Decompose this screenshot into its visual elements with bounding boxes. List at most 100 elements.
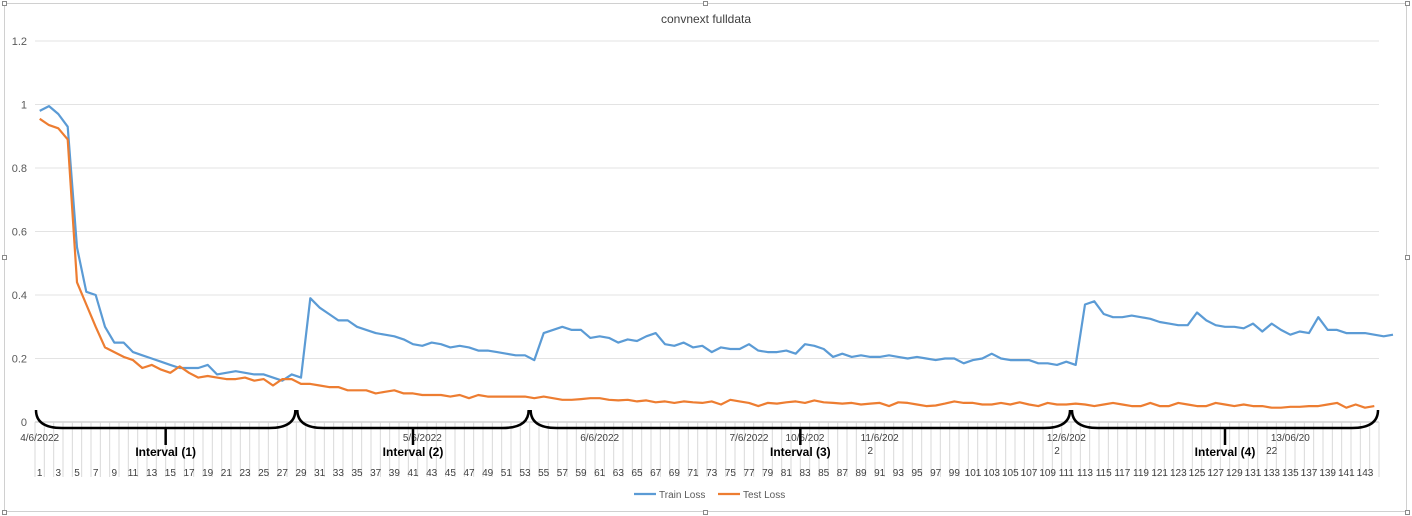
x-tick-label: 61 (594, 468, 606, 479)
x-tick-label: 111 (1059, 468, 1075, 479)
date-annotation: 2 (1054, 446, 1060, 457)
x-tick-label: 125 (1189, 468, 1206, 479)
x-tick-label: 51 (501, 468, 513, 479)
x-tick-label: 99 (949, 468, 961, 479)
x-tick-label: 89 (855, 468, 867, 479)
resize-handle-left[interactable] (2, 255, 7, 260)
x-tick-label: 109 (1039, 468, 1056, 479)
x-tick-label: 81 (781, 468, 793, 479)
x-tick-label: 135 (1282, 468, 1299, 479)
x-tick-label: 47 (463, 468, 475, 479)
date-annotation: 4/6/2022 (20, 433, 59, 444)
x-tick-label: 105 (1002, 468, 1019, 479)
date-annotation: 6/6/2022 (580, 433, 619, 444)
x-tick-label: 11 (128, 468, 139, 479)
x-tick-label: 17 (183, 468, 195, 479)
x-tick-label: 141 (1338, 468, 1355, 479)
x-tick-label: 53 (519, 468, 531, 479)
resize-handle-bottom-left[interactable] (2, 510, 7, 515)
x-tick-label: 73 (706, 468, 718, 479)
interval-brace (296, 409, 530, 430)
x-tick-label: 1 (37, 468, 43, 479)
interval-label: Interval (4) (1195, 445, 1256, 459)
x-tick-label: 65 (631, 468, 643, 479)
date-annotation: 11/6/202 (861, 433, 900, 444)
x-tick-label: 55 (538, 468, 550, 479)
date-annotation: 7/6/2022 (730, 433, 769, 444)
date-annotation: 13/06/20 (1271, 433, 1310, 444)
x-tick-label: 83 (799, 468, 811, 479)
x-tick-label: 37 (370, 468, 382, 479)
legend: Train Loss Test Loss (634, 490, 785, 501)
x-tick-label: 57 (557, 468, 569, 479)
x-tick-label: 127 (1207, 468, 1224, 479)
resize-handle-right[interactable] (1405, 255, 1410, 260)
resize-handle-top-left[interactable] (2, 1, 7, 6)
resize-handle-bottom-right[interactable] (1405, 510, 1410, 515)
chart-title: convnext fulldata (661, 12, 751, 26)
x-tick-label: 117 (1114, 468, 1130, 479)
x-tick-label: 71 (687, 468, 699, 479)
x-tick-label: 95 (911, 468, 923, 479)
x-tick-label: 3 (56, 468, 62, 479)
x-tick-label: 21 (221, 468, 233, 479)
date-annotation: 12/6/202 (1047, 433, 1086, 444)
y-tick-label: 0.4 (12, 290, 27, 302)
y-tick-label: 0.8 (12, 163, 27, 175)
x-tick-label: 77 (743, 468, 755, 479)
x-tick-label: 97 (930, 468, 942, 479)
x-tick-label: 119 (1133, 468, 1149, 479)
x-tick-label: 101 (965, 468, 982, 479)
x-tick-label: 27 (277, 468, 289, 479)
x-tick-label: 35 (351, 468, 363, 479)
x-tick-label: 41 (407, 468, 419, 479)
resize-handle-top-right[interactable] (1405, 1, 1410, 6)
x-tick-label: 31 (314, 468, 326, 479)
x-tick-label: 137 (1301, 468, 1318, 479)
x-tick-label: 9 (112, 468, 118, 479)
x-tick-label: 91 (874, 468, 886, 479)
series-line (39, 104, 1394, 382)
x-tick-label: 103 (983, 468, 1000, 479)
x-tick-label: 123 (1170, 468, 1187, 479)
x-tick-label: 29 (295, 468, 307, 479)
interval-label: Interval (1) (135, 445, 196, 459)
x-axis: 1 3 5 7 9 11 13 15 17 19 21 23 25 27 29 31 33 35 37 39 41 43 4… (34, 422, 1380, 479)
x-tick-label: 13 (146, 468, 158, 479)
y-axis: 0 0.2 0.4 0.6 0.8 1 1.2 (12, 36, 27, 429)
x-tick-label: 129 (1226, 468, 1243, 479)
x-tick-label: 133 (1263, 468, 1280, 479)
x-tick-label: 107 (1021, 468, 1038, 479)
x-tick-label: 49 (482, 468, 494, 479)
x-tick-label: 85 (818, 468, 830, 479)
x-tick-label: 67 (650, 468, 662, 479)
y-tick-label: 0 (21, 417, 27, 429)
resize-handle-top[interactable] (703, 1, 708, 6)
legend-entry: Test Loss (743, 490, 785, 501)
resize-handle-bottom[interactable] (703, 510, 708, 515)
y-tick-label: 0.2 (12, 354, 27, 366)
x-tick-label: 87 (837, 468, 849, 479)
x-tick-label: 33 (333, 468, 345, 479)
plot-area (39, 104, 1394, 409)
annotations: 4/6/2022 5/6/2022 6/6/2022 7/6/2022 10/6/202… (20, 409, 1380, 459)
x-tick-label: 143 (1357, 468, 1374, 479)
date-annotation: 10/6/202 (786, 433, 825, 444)
x-tick-label: 93 (893, 468, 905, 479)
y-tick-label: 1 (21, 100, 27, 112)
x-tick-label: 139 (1319, 468, 1336, 479)
legend-entry: Train Loss (659, 490, 705, 501)
x-tick-label: 25 (258, 468, 270, 479)
x-tick-label: 79 (762, 468, 774, 479)
gridlines (35, 40, 1379, 423)
x-tick-label: 5 (74, 468, 80, 479)
x-tick-label: 131 (1245, 468, 1262, 479)
x-tick-label: 121 (1151, 468, 1168, 479)
x-tick-label: 59 (575, 468, 587, 479)
x-tick-label: 75 (725, 468, 737, 479)
x-tick-label: 15 (165, 468, 177, 479)
x-tick-label: 113 (1077, 468, 1093, 479)
interval-label: Interval (3) (770, 445, 831, 459)
date-annotation: 2 (868, 446, 874, 457)
